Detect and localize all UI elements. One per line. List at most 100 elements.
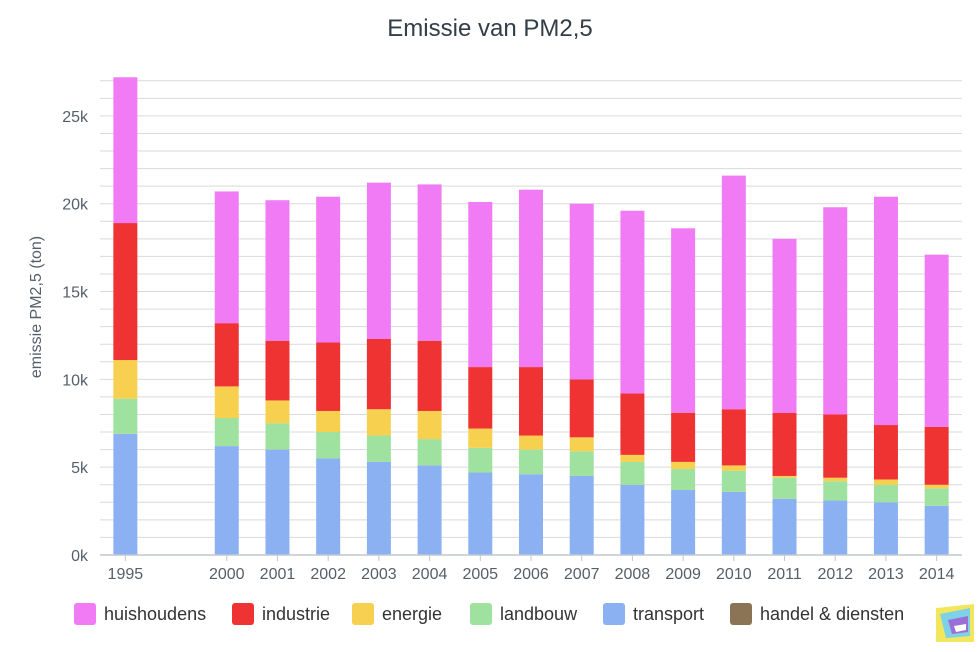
bar-segment-landbouw	[316, 432, 341, 459]
bar-segment-landbouw	[519, 449, 543, 475]
bar-segment-industrie	[873, 425, 898, 480]
bar-segment-industrie	[671, 412, 696, 462]
bar-segment-transport	[316, 458, 341, 555]
bar-segment-huishoudens	[214, 191, 239, 324]
bar-segment-huishoudens	[823, 207, 848, 415]
bar-segment-energie	[721, 465, 746, 471]
bar-segment-energie	[569, 437, 594, 452]
bar-segment-landbouw	[873, 484, 898, 503]
legend-label[interactable]: landbouw	[500, 604, 578, 624]
legend: huishoudens industrie energie landbouw trans…	[74, 603, 904, 625]
bar-segment-transport	[772, 498, 797, 555]
x-tick-label: 2008	[615, 566, 651, 583]
y-tick-label: 10k	[62, 372, 89, 389]
bar-segment-huishoudens	[366, 182, 391, 339]
bar-segment-energie	[924, 484, 949, 489]
bar-segment-huishoudens	[772, 238, 797, 413]
bar-segment-industrie	[417, 340, 442, 411]
bar-segment-energie	[366, 409, 391, 436]
axes: 0k 5k 10k 15k 20k 25k 1995 2000 2001 2002 2003 2004…	[62, 109, 962, 583]
legend-label[interactable]: handel & diensten	[760, 604, 904, 624]
bar-segment-transport	[823, 500, 848, 555]
x-tick-label: 2005	[462, 566, 498, 583]
legend-swatch[interactable]	[730, 603, 752, 625]
bar-segment-industrie	[113, 223, 138, 361]
bar-segment-landbouw	[417, 439, 442, 466]
y-tick-label: 25k	[62, 109, 89, 126]
x-tick-label: 2013	[868, 566, 904, 583]
x-tick-label: 2003	[361, 566, 397, 583]
bar-segment-huishoudens	[620, 210, 645, 394]
legend-swatch[interactable]	[603, 603, 625, 625]
bar-segment-transport	[417, 465, 442, 555]
legend-label[interactable]: huishoudens	[104, 604, 206, 624]
bar-segment-huishoudens	[873, 196, 898, 426]
legend-swatch[interactable]	[470, 603, 492, 625]
x-tick-label: 2006	[513, 566, 549, 583]
bar-segment-energie	[772, 475, 797, 478]
bar-segment-transport	[569, 475, 594, 555]
bar-segment-industrie	[772, 412, 797, 476]
x-tick-label: 2002	[310, 566, 346, 583]
bar-segment-transport	[620, 484, 645, 555]
bar-segment-huishoudens	[569, 203, 594, 380]
bar-segment-transport	[519, 474, 543, 555]
legend-swatch[interactable]	[74, 603, 96, 625]
bar-segment-industrie	[316, 342, 341, 411]
bar-segment-energie	[873, 479, 898, 485]
bar-segment-landbouw	[671, 468, 696, 491]
legend-swatch[interactable]	[352, 603, 374, 625]
bar-segment-transport	[214, 446, 239, 555]
bar-segment-industrie	[265, 340, 290, 401]
bar-segment-industrie	[468, 367, 493, 429]
bar-segment-industrie	[721, 409, 746, 466]
bar-segment-industrie	[924, 426, 949, 485]
x-tick-label: 2001	[260, 566, 296, 583]
bar-segment-transport	[671, 490, 696, 555]
bar-segment-industrie	[620, 393, 645, 455]
x-tick-label: 2014	[919, 566, 955, 583]
legend-swatch[interactable]	[232, 603, 254, 625]
bar-segment-energie	[519, 435, 543, 450]
x-tick-label: 2010	[716, 566, 752, 583]
bar-segment-energie	[671, 461, 696, 469]
x-tick-label: 2009	[665, 566, 701, 583]
x-tick-label: 2012	[817, 566, 853, 583]
y-tick-label: 5k	[71, 460, 89, 477]
bar-segment-energie	[823, 477, 848, 482]
bar-segment-industrie	[823, 414, 848, 478]
y-axis-label: emissie PM2,5 (ton)	[28, 236, 45, 378]
bar-segment-transport	[468, 472, 493, 555]
bar-segment-energie	[113, 360, 138, 399]
x-tick-label: 2011	[767, 566, 802, 583]
bar-segment-industrie	[214, 323, 239, 387]
bar-segment-huishoudens	[671, 228, 696, 413]
bar-segment-huishoudens	[721, 175, 746, 410]
bar-segment-huishoudens	[468, 201, 493, 368]
bar-segment-energie	[468, 428, 493, 448]
bar-segment-huishoudens	[924, 254, 949, 427]
bar-segment-landbouw	[772, 477, 797, 499]
y-tick-label: 20k	[62, 197, 89, 214]
bar-segment-industrie	[569, 379, 594, 438]
bar-segment-energie	[265, 400, 290, 424]
chart-title: Emissie van PM2,5	[387, 15, 592, 42]
bar-segment-landbouw	[366, 435, 391, 462]
bar-segment-transport	[924, 505, 949, 555]
bar-segment-energie	[214, 386, 239, 419]
bar-segment-industrie	[366, 338, 391, 410]
x-tick-label: 1995	[108, 566, 144, 583]
bar-segment-landbouw	[113, 398, 138, 434]
bar-segment-huishoudens	[316, 196, 341, 343]
bar-segment-transport	[721, 491, 746, 555]
bar-segment-transport	[366, 461, 391, 555]
legend-label[interactable]: transport	[633, 604, 704, 624]
bar-segment-landbouw	[214, 418, 239, 447]
legend-label[interactable]: energie	[382, 604, 442, 624]
bar-segment-huishoudens	[519, 189, 543, 368]
legend-label[interactable]: industrie	[262, 604, 330, 624]
bar-segment-industrie	[519, 367, 543, 436]
x-tick-label: 2007	[564, 566, 600, 583]
